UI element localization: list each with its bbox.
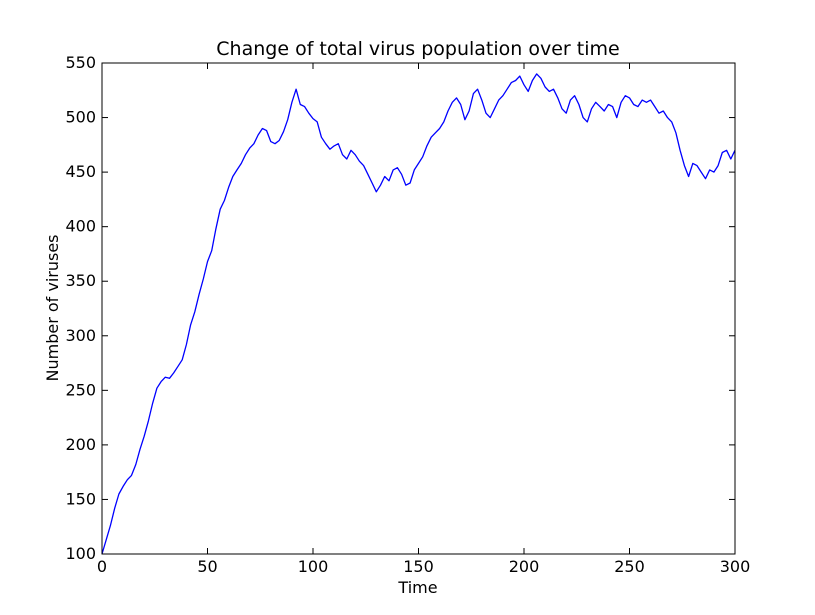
x-tick-label: 200 xyxy=(509,557,540,576)
x-tick-label: 250 xyxy=(614,557,645,576)
y-tick-label: 300 xyxy=(65,326,96,345)
x-axis-title: Time xyxy=(397,578,437,597)
series-line-0 xyxy=(101,73,736,555)
y-tick-label: 200 xyxy=(65,435,96,454)
x-tick-label: 300 xyxy=(720,557,751,576)
y-tick-label: 450 xyxy=(65,162,96,181)
y-tick-label: 500 xyxy=(65,108,96,127)
x-tick-label: 150 xyxy=(403,557,434,576)
y-tick-label: 100 xyxy=(65,544,96,563)
x-tick-label: 50 xyxy=(197,557,217,576)
y-tick-label: 550 xyxy=(65,53,96,72)
plot-area: 0 50 100 150 200 250 300 100 150 200 250 300 350 400 4… xyxy=(65,53,750,576)
y-tick-label: 350 xyxy=(65,271,96,290)
y-tick-label: 150 xyxy=(65,489,96,508)
y-axis-title: Number of viruses xyxy=(43,234,62,381)
x-tick-label: 0 xyxy=(97,557,107,576)
x-tick-label: 100 xyxy=(298,557,329,576)
y-tick-label: 400 xyxy=(65,217,96,236)
y-tick-label: 250 xyxy=(65,380,96,399)
chart-title: Change of total virus population over ti… xyxy=(216,38,619,60)
